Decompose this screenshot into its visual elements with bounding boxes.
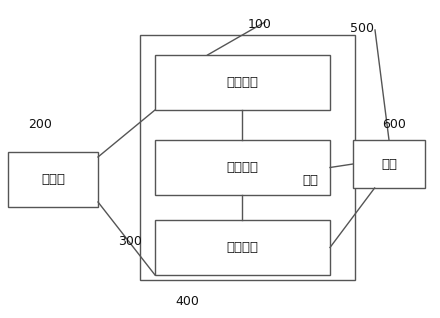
Text: 计算机: 计算机 (41, 173, 65, 186)
Text: 100: 100 (248, 18, 272, 31)
Text: 针床: 针床 (381, 157, 397, 170)
Text: 烧录模块: 烧录模块 (227, 161, 259, 174)
Bar (155, 140, 330, 195)
Text: 500: 500 (350, 22, 374, 35)
Text: 300: 300 (118, 235, 142, 248)
Bar (155, 220, 330, 275)
Text: 400: 400 (175, 295, 199, 308)
Text: 电筱: 电筱 (302, 174, 318, 186)
Text: 200: 200 (28, 118, 52, 131)
Bar (8, 152, 98, 207)
Text: 主控模块: 主控模块 (227, 76, 259, 89)
Bar (140, 35, 355, 280)
Bar (353, 140, 425, 188)
Bar (155, 55, 330, 110)
Text: 校准模块: 校准模块 (227, 241, 259, 254)
Text: 600: 600 (382, 118, 406, 131)
